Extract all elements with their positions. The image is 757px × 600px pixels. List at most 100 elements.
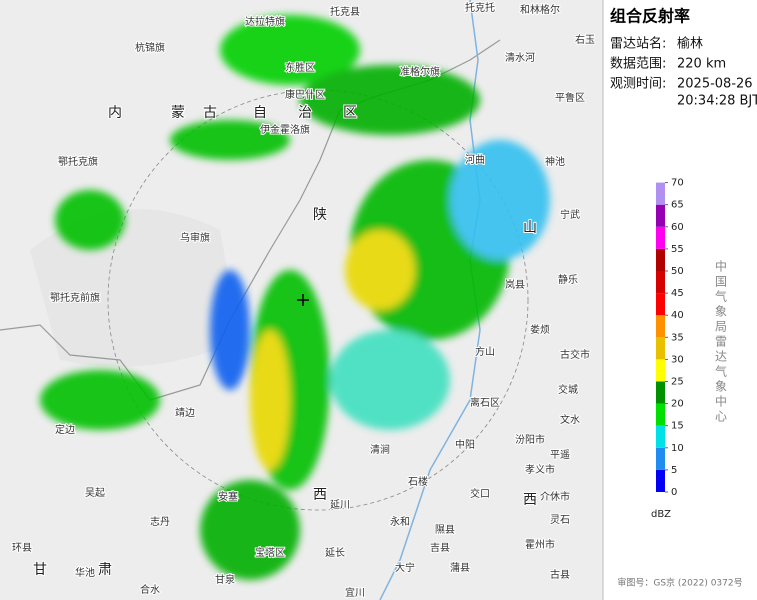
place-label: 鄂托克旗 xyxy=(58,155,98,168)
region-label: 陕 xyxy=(313,207,327,223)
region-label: 西 xyxy=(313,487,327,503)
place-label: 延川 xyxy=(330,499,350,511)
place-label: 吴起 xyxy=(85,487,105,499)
region-label: 甘 xyxy=(33,562,47,578)
place-label: 中阳 xyxy=(455,438,475,451)
legend-tick-label: 35 xyxy=(671,332,684,343)
place-label: 吉县 xyxy=(430,542,450,554)
legend-unit: dBZ xyxy=(651,509,671,520)
place-label: 托克托 xyxy=(465,1,495,14)
legend-tick-label: 5 xyxy=(671,465,677,476)
place-label: 和林格尔 xyxy=(520,3,560,16)
legend-tick-label: 65 xyxy=(671,200,684,211)
place-label: 娄烦 xyxy=(530,323,550,336)
legend-swatch xyxy=(656,315,665,338)
place-label: 方山 xyxy=(475,345,495,358)
legend-swatch xyxy=(656,182,665,205)
legend-swatch xyxy=(656,337,665,360)
place-label: 杭锦旗 xyxy=(135,41,165,54)
place-label: 石楼 xyxy=(408,475,428,488)
legend-tick-label: 55 xyxy=(671,244,684,255)
region-label: 肃 xyxy=(98,562,112,578)
place-label: 合水 xyxy=(140,583,160,596)
region-label: 治 xyxy=(298,105,312,121)
legend-swatch xyxy=(656,469,665,492)
place-label: 霍州市 xyxy=(525,538,555,551)
station-label: 雷达站名: xyxy=(610,36,666,52)
place-label: 蒲县 xyxy=(450,561,470,574)
legend-tick-label: 40 xyxy=(671,310,684,321)
place-label: 岚县 xyxy=(505,279,525,291)
radar-echoes xyxy=(40,15,550,580)
place-label: 准格尔旗 xyxy=(400,65,440,78)
place-label: 灵石 xyxy=(550,514,570,526)
station: 榆林 xyxy=(677,37,703,52)
legend-tick-label: 70 xyxy=(671,178,684,189)
legend-swatch xyxy=(656,248,665,271)
place-label: 永和 xyxy=(390,515,410,528)
place-label: 靖边 xyxy=(175,406,195,419)
time-label: 观测时间: xyxy=(610,77,666,92)
legend-tick-label: 60 xyxy=(671,222,684,233)
time: 20:34:28 BJT xyxy=(677,94,757,109)
place-label: 静乐 xyxy=(558,273,578,286)
legend-swatch xyxy=(656,293,665,316)
region-label: 自 xyxy=(253,105,267,121)
legend-tick-label: 0 xyxy=(671,487,677,498)
region-label: 蒙 xyxy=(171,105,185,121)
place-label: 河曲 xyxy=(465,154,485,166)
place-label: 文水 xyxy=(560,413,580,426)
place-label: 康巴什区 xyxy=(285,88,325,101)
region-label: 古 xyxy=(203,105,217,121)
place-label: 乌审旗 xyxy=(180,231,210,244)
legend-swatch xyxy=(656,204,665,227)
approval: 审图号：GS京 (2022) 0372号 xyxy=(617,577,742,589)
place-label: 东胜区 xyxy=(285,61,315,74)
legend-tick-label: 15 xyxy=(671,421,684,432)
legend-swatch xyxy=(656,381,665,404)
place-label: 宁武 xyxy=(560,208,580,221)
region-label: 内 xyxy=(108,105,122,121)
legend-tick-label: 50 xyxy=(671,266,684,277)
legend-swatch xyxy=(656,425,665,448)
legend-tick-label: 25 xyxy=(671,377,684,388)
place-label: 达拉特旗 xyxy=(245,15,285,28)
place-label: 华池 xyxy=(75,566,95,579)
info-panel xyxy=(603,0,757,600)
legend-swatch xyxy=(656,403,665,426)
legend-tick-label: 10 xyxy=(671,443,684,454)
place-label: 隰县 xyxy=(435,524,455,536)
legend-swatch xyxy=(656,226,665,249)
legend-tick-label: 30 xyxy=(671,354,684,365)
region-label: 西 xyxy=(523,492,537,508)
place-label: 大宁 xyxy=(395,561,415,574)
place-label: 离石区 xyxy=(470,396,500,409)
place-label: 安塞 xyxy=(218,490,238,503)
place-label: 交城 xyxy=(558,383,578,396)
place-label: 定边 xyxy=(55,423,75,436)
place-label: 孝义市 xyxy=(525,463,555,476)
place-label: 清涧 xyxy=(370,443,390,456)
place-label: 宝塔区 xyxy=(255,546,285,559)
place-label: 古交市 xyxy=(560,348,590,361)
place-label: 伊金霍洛旗 xyxy=(260,123,310,136)
place-label: 鄂托克前旗 xyxy=(50,291,100,304)
place-label: 介休市 xyxy=(540,490,570,503)
range: 220 km xyxy=(677,57,726,72)
legend-swatch xyxy=(656,447,665,470)
region-label: 区 xyxy=(343,105,357,121)
place-label: 甘泉 xyxy=(215,573,235,586)
place-label: 右玉 xyxy=(575,33,595,46)
place-label: 交口 xyxy=(470,487,490,500)
legend-swatch xyxy=(656,271,665,294)
place-label: 延长 xyxy=(325,547,345,559)
place-label: 古县 xyxy=(550,568,570,581)
place-label: 平遥 xyxy=(550,448,570,461)
place-label: 托克县 xyxy=(330,5,360,18)
legend-swatch xyxy=(656,359,665,382)
legend-tick-label: 20 xyxy=(671,399,684,410)
